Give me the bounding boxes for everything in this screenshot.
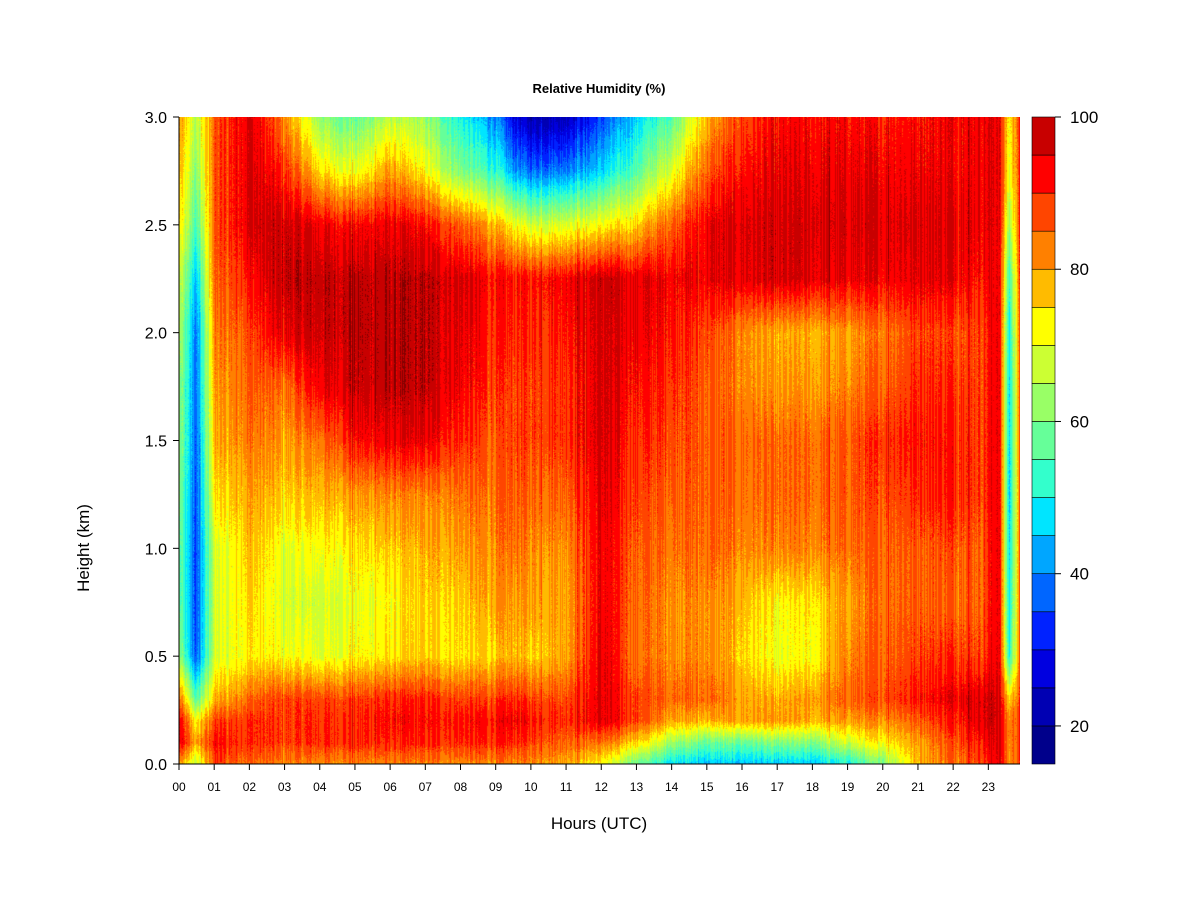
y-axis-ticks: 0.0 0.5 1.0 1.5 2.0 2.5 3.0 xyxy=(145,110,179,774)
y-tick-label: 2.0 xyxy=(145,326,167,343)
chart-title: Relative Humidity (%) xyxy=(533,81,666,96)
y-tick-label: 0.5 xyxy=(145,649,167,666)
heatmap-canvas xyxy=(179,117,1020,764)
x-tick-label: 12 xyxy=(595,780,609,794)
colorbar-swatch xyxy=(1031,573,1056,613)
colorbar-swatch xyxy=(1031,725,1056,765)
colorbar-swatch xyxy=(1031,306,1056,346)
colorbar-tick-label: 40 xyxy=(1070,565,1089,584)
y-tick-label: 0.0 xyxy=(145,757,167,774)
x-tick-label: 09 xyxy=(489,780,503,794)
colorbar-swatch xyxy=(1031,421,1056,460)
x-axis-label: Hours (UTC) xyxy=(551,814,647,833)
colorbar-swatch xyxy=(1031,459,1056,498)
x-tick-label: 02 xyxy=(243,780,257,794)
colorbar-swatch xyxy=(1031,497,1056,536)
colorbar-swatch xyxy=(1031,154,1056,194)
colorbar-swatch xyxy=(1031,192,1056,232)
colorbar-swatch xyxy=(1031,383,1056,422)
x-tick-label: 18 xyxy=(806,780,820,794)
colorbar-tick-label: 20 xyxy=(1070,717,1089,736)
x-tick-label: 21 xyxy=(911,780,925,794)
y-tick-label: 2.5 xyxy=(145,218,167,235)
x-tick-label: 15 xyxy=(700,780,714,794)
x-tick-label: 00 xyxy=(172,780,186,794)
x-tick-label: 10 xyxy=(524,780,538,794)
colorbar-swatch xyxy=(1031,687,1056,727)
x-tick-label: 05 xyxy=(348,780,362,794)
x-tick-label: 04 xyxy=(313,780,327,794)
x-tick-label: 06 xyxy=(383,780,397,794)
y-tick-label: 3.0 xyxy=(145,110,167,127)
y-tick-label: 1.5 xyxy=(145,434,167,451)
x-tick-label: 13 xyxy=(630,780,644,794)
colorbar xyxy=(1031,116,1056,765)
x-tick-label: 01 xyxy=(208,780,222,794)
colorbar-ticks: 20 40 60 80 100 xyxy=(1055,108,1098,736)
colorbar-swatch xyxy=(1031,611,1056,651)
colorbar-tick-label: 80 xyxy=(1070,260,1089,279)
y-tick-label: 1.0 xyxy=(145,541,167,558)
x-tick-label: 23 xyxy=(982,780,996,794)
y-axis-label: Height (km) xyxy=(74,504,93,592)
x-tick-label: 22 xyxy=(946,780,960,794)
colorbar-swatch xyxy=(1031,230,1056,270)
x-tick-label: 19 xyxy=(841,780,855,794)
colorbar-tick-label: 100 xyxy=(1070,108,1098,127)
colorbar-swatch xyxy=(1031,345,1056,384)
colorbar-tick-label: 60 xyxy=(1070,412,1089,431)
x-tick-label: 17 xyxy=(771,780,785,794)
x-tick-label: 14 xyxy=(665,780,679,794)
x-tick-label: 03 xyxy=(278,780,292,794)
colorbar-swatch xyxy=(1031,268,1056,308)
heatmap-plot-area xyxy=(179,117,1020,764)
x-axis-ticks: 00 01 02 03 04 05 06 07 08 09 10 11 12 13 14 15 16 17 18 19… xyxy=(172,764,995,794)
x-tick-label: 08 xyxy=(454,780,468,794)
x-tick-label: 16 xyxy=(735,780,749,794)
colorbar-swatch xyxy=(1031,116,1056,156)
x-tick-label: 20 xyxy=(876,780,890,794)
x-tick-label: 07 xyxy=(419,780,433,794)
colorbar-swatch xyxy=(1031,649,1056,689)
colorbar-swatch xyxy=(1031,535,1056,575)
x-tick-label: 11 xyxy=(560,780,573,794)
